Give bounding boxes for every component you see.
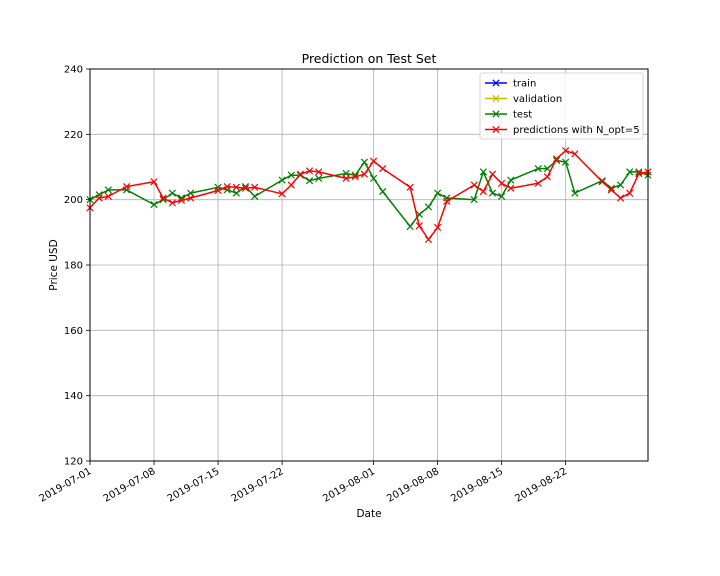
data-point-marker bbox=[150, 178, 158, 186]
data-point-marker bbox=[296, 170, 305, 178]
data-point-marker bbox=[159, 196, 167, 204]
data-point-marker bbox=[379, 187, 387, 196]
y-tick-label: 160 bbox=[64, 326, 83, 337]
data-point-marker bbox=[287, 171, 295, 179]
data-point-marker bbox=[223, 182, 231, 191]
data-point-marker bbox=[598, 178, 606, 186]
data-point-marker bbox=[626, 189, 634, 197]
data-point-marker bbox=[479, 168, 487, 176]
data-point-marker bbox=[278, 176, 286, 184]
data-point-marker bbox=[278, 190, 286, 198]
data-point-marker bbox=[232, 189, 240, 197]
x-axis-label: Date bbox=[356, 508, 381, 520]
data-point-marker bbox=[305, 167, 314, 175]
data-point-marker bbox=[406, 183, 414, 191]
legend-label: train bbox=[513, 79, 536, 90]
data-point-marker bbox=[571, 189, 579, 197]
legend-swatch-marker bbox=[492, 125, 500, 134]
data-point-marker bbox=[241, 184, 250, 192]
data-point-marker bbox=[562, 158, 570, 166]
y-tick-label: 180 bbox=[64, 261, 83, 272]
data-point-marker bbox=[168, 189, 176, 197]
legend-swatch-marker bbox=[492, 94, 500, 103]
legend-label: predictions with N_opt=5 bbox=[513, 125, 640, 136]
data-point-marker bbox=[616, 194, 625, 202]
legend-swatch-marker bbox=[492, 110, 500, 118]
data-point-marker bbox=[177, 196, 186, 204]
data-point-marker bbox=[150, 200, 158, 209]
data-point-marker bbox=[342, 174, 350, 183]
data-point-marker bbox=[470, 196, 478, 204]
series-group bbox=[86, 147, 652, 244]
data-point-marker bbox=[104, 186, 112, 194]
data-point-marker bbox=[635, 168, 643, 176]
legend-label: validation bbox=[513, 94, 562, 105]
data-point-marker bbox=[635, 169, 643, 178]
data-point-marker bbox=[479, 187, 487, 196]
y-tick-label: 240 bbox=[64, 65, 83, 76]
data-point-marker bbox=[571, 150, 579, 158]
y-tick-label: 220 bbox=[64, 130, 83, 141]
data-point-marker bbox=[507, 176, 515, 184]
data-point-marker bbox=[507, 184, 515, 192]
data-point-marker bbox=[168, 199, 176, 207]
data-point-marker bbox=[616, 181, 625, 189]
data-point-marker bbox=[534, 179, 542, 187]
data-point-marker bbox=[251, 192, 259, 201]
data-point-marker bbox=[488, 170, 497, 178]
data-point-marker bbox=[232, 183, 240, 191]
chart-title: Prediction on Test Set bbox=[302, 51, 437, 66]
data-point-marker bbox=[287, 181, 295, 189]
data-point-marker bbox=[315, 174, 323, 183]
data-point-marker bbox=[433, 189, 442, 197]
data-point-marker bbox=[543, 173, 552, 181]
data-point-marker bbox=[214, 186, 222, 195]
data-point-marker bbox=[186, 194, 195, 202]
data-point-marker bbox=[498, 179, 506, 187]
data-point-marker bbox=[562, 147, 570, 155]
data-point-marker bbox=[159, 194, 167, 202]
data-point-marker bbox=[626, 168, 634, 176]
data-point-marker bbox=[424, 235, 433, 244]
data-point-marker bbox=[607, 184, 616, 192]
data-point-marker bbox=[360, 158, 369, 166]
data-point-marker bbox=[104, 192, 112, 201]
data-point-marker bbox=[351, 173, 359, 181]
data-point-marker bbox=[122, 182, 131, 191]
data-point-marker bbox=[543, 165, 552, 173]
legend-label: test bbox=[513, 110, 532, 121]
y-tick-label: 200 bbox=[64, 195, 83, 206]
data-point-marker bbox=[315, 168, 323, 176]
data-point-marker bbox=[305, 177, 314, 185]
data-point-marker bbox=[534, 165, 542, 173]
data-point-marker bbox=[95, 194, 103, 202]
data-point-marker bbox=[424, 203, 433, 211]
data-point-marker bbox=[470, 181, 478, 189]
data-point-marker bbox=[488, 189, 497, 197]
data-point-marker bbox=[552, 155, 561, 163]
legend-swatch-marker bbox=[492, 79, 500, 87]
data-point-marker bbox=[433, 223, 442, 232]
legend-box bbox=[479, 72, 644, 140]
data-point-marker bbox=[498, 192, 506, 201]
data-point-marker bbox=[607, 186, 616, 194]
legend: train validation test predictions with N_op… bbox=[479, 72, 644, 140]
y-tick-label: 140 bbox=[64, 391, 83, 402]
data-point-marker bbox=[443, 197, 451, 205]
data-point-marker bbox=[406, 222, 414, 231]
data-point-marker bbox=[379, 165, 387, 173]
data-point-marker bbox=[415, 222, 423, 230]
data-point-marker bbox=[360, 170, 369, 178]
data-point-marker bbox=[369, 157, 378, 165]
y-axis-label: Price USD bbox=[48, 239, 60, 290]
y-tick-label: 120 bbox=[64, 457, 83, 468]
data-point-marker bbox=[369, 174, 378, 183]
data-point-marker bbox=[251, 183, 259, 191]
